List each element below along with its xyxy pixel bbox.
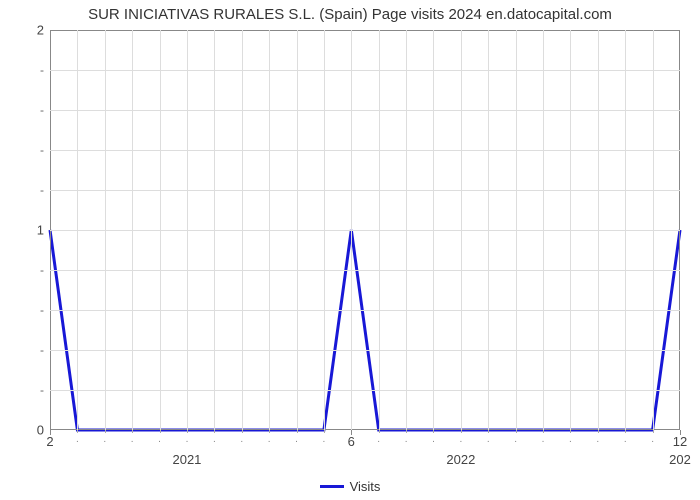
chart-title: SUR INICIATIVAS RURALES S.L. (Spain) Pag… [0,6,700,23]
gridline-h-minor [50,390,680,391]
y-tick-label: 2 [37,23,50,38]
y-minor-tick-label: - [40,263,50,277]
gridline-v [406,30,407,430]
x-minor-label: . [131,430,134,445]
x-minor-label: . [405,430,408,445]
gridline-v [516,30,517,430]
gridline-v [653,30,654,430]
gridline-v [433,30,434,430]
gridline-v [598,30,599,430]
legend: Visits [0,475,700,494]
gridline-v [269,30,270,430]
x-minor-label: . [651,430,654,445]
gridline-v [324,30,325,430]
gridline-h-minor [50,70,680,71]
y-tick-label: 1 [37,223,50,238]
gridline-v [379,30,380,430]
x-minor-label: . [186,430,189,445]
x-minor-label: . [459,430,462,445]
gridline-h-minor [50,270,680,271]
x-minor-label: . [377,430,380,445]
gridline-v [187,30,188,430]
y-minor-tick-label: - [40,63,50,77]
x-minor-label: . [268,430,271,445]
y-minor-tick-label: - [40,383,50,397]
x-minor-label: . [323,430,326,445]
gridline-h-minor [50,310,680,311]
y-minor-tick-label: - [40,303,50,317]
legend-label: Visits [350,479,381,494]
series-line-visits [50,230,680,430]
x-major-tick [50,430,51,435]
x-minor-label: . [240,430,243,445]
y-minor-tick-label: - [40,343,50,357]
gridline-v [488,30,489,430]
y-minor-tick-label: - [40,103,50,117]
x-minor-label: . [596,430,599,445]
x-minor-label: . [487,430,490,445]
legend-swatch [320,485,344,488]
gridline-v [543,30,544,430]
x-minor-label: . [103,430,106,445]
chart-container: SUR INICIATIVAS RURALES S.L. (Spain) Pag… [0,0,700,500]
gridline-h-minor [50,150,680,151]
gridline-v [105,30,106,430]
gridline-h-minor [50,110,680,111]
x-year-label: 202 [669,430,691,467]
x-minor-label: . [432,430,435,445]
gridline-v [461,30,462,430]
x-minor-label: . [213,430,216,445]
gridline-v [132,30,133,430]
gridline-v [570,30,571,430]
gridline-v [77,30,78,430]
plot-area: 012--------261220212022202..............… [50,30,680,430]
x-major-tick [351,430,352,435]
gridline-v [351,30,352,430]
x-minor-label: . [295,430,298,445]
gridline-v [242,30,243,430]
x-minor-label: . [158,430,161,445]
x-minor-label: . [624,430,627,445]
gridline-h [50,230,680,231]
x-minor-label: . [542,430,545,445]
x-minor-label: . [514,430,517,445]
gridline-v [625,30,626,430]
y-minor-tick-label: - [40,143,50,157]
x-minor-label: . [76,430,79,445]
y-minor-tick-label: - [40,183,50,197]
gridline-h-minor [50,190,680,191]
gridline-v [214,30,215,430]
legend-item-visits: Visits [320,479,381,494]
x-minor-label: . [569,430,572,445]
gridline-v [160,30,161,430]
gridline-h-minor [50,350,680,351]
gridline-v [297,30,298,430]
